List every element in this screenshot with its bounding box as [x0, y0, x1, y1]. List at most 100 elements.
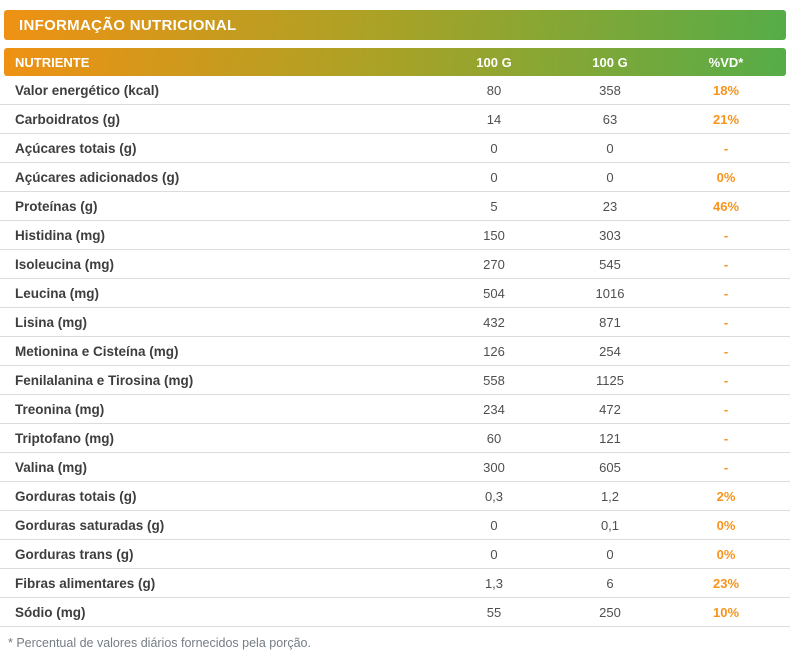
nutrient-label: Gorduras trans (g) — [15, 546, 134, 562]
value-percent-vd: 2% — [716, 488, 736, 504]
value-percent-vd: - — [723, 372, 729, 388]
value-per-100g-first: 270 — [483, 256, 505, 272]
value-per-100g-first: 504 — [483, 285, 505, 301]
value-percent-vd: 10% — [712, 604, 740, 620]
value-percent-vd: 18% — [712, 82, 740, 98]
value-per-100g-first: 5 — [490, 198, 498, 214]
nutrient-label: Lisina (mg) — [15, 314, 88, 330]
value-per-100g-second: 472 — [599, 401, 621, 417]
table-row: Valor energético (kcal) 80 358 18% — [0, 76, 790, 105]
table-row: Açúcares adicionados (g) 0 0 0% — [0, 163, 790, 192]
nutrient-label: Leucina (mg) — [15, 285, 100, 301]
value-per-100g-second: 250 — [599, 604, 621, 620]
table-row: Carboidratos (g) 14 63 21% — [0, 105, 790, 134]
value-per-100g-second: 0,1 — [600, 517, 620, 533]
value-percent-vd: - — [723, 227, 729, 243]
value-per-100g-second: 0 — [606, 140, 614, 156]
value-per-100g-second: 0 — [606, 169, 614, 185]
value-percent-vd: - — [723, 256, 729, 272]
value-per-100g-first: 300 — [483, 459, 505, 475]
value-per-100g-first: 60 — [486, 430, 502, 446]
nutrient-label: Histidina (mg) — [15, 227, 105, 243]
nutrient-label: Triptofano (mg) — [15, 430, 114, 446]
table-row: Gorduras saturadas (g) 0 0,1 0% — [0, 511, 790, 540]
value-per-100g-first: 1,3 — [484, 575, 504, 591]
value-per-100g-second: 1125 — [596, 372, 624, 388]
value-per-100g-second: 63 — [602, 111, 618, 127]
value-per-100g-first: 150 — [483, 227, 505, 243]
value-percent-vd: 23% — [712, 575, 740, 591]
table-row: Lisina (mg) 432 871 - — [0, 308, 790, 337]
table-header-row: NUTRIENTE 100 G 100 G %VD* — [4, 48, 786, 76]
nutrient-label: Açúcares adicionados (g) — [15, 169, 180, 185]
value-percent-vd: - — [723, 430, 729, 446]
nutrient-label: Carboidratos (g) — [15, 111, 121, 127]
value-percent-vd: - — [723, 459, 729, 475]
value-per-100g-second: 871 — [599, 314, 621, 330]
table-row: Fibras alimentares (g) 1,3 6 23% — [0, 569, 790, 598]
value-per-100g-second: 545 — [599, 256, 621, 272]
value-per-100g-first: 0 — [490, 546, 498, 562]
value-per-100g-first: 432 — [483, 314, 505, 330]
nutrient-label: Fibras alimentares (g) — [15, 575, 156, 591]
table-row: Isoleucina (mg) 270 545 - — [0, 250, 790, 279]
table-row: Gorduras totais (g) 0,3 1,2 2% — [0, 482, 790, 511]
nutrient-label: Proteínas (g) — [15, 198, 98, 214]
table-row: Treonina (mg) 234 472 - — [0, 395, 790, 424]
nutrient-label: Isoleucina (mg) — [15, 256, 115, 272]
value-per-100g-second: 303 — [599, 227, 621, 243]
table-row: Sódio (mg) 55 250 10% — [0, 598, 790, 627]
header-100g-first: 100 G — [476, 54, 512, 70]
value-per-100g-second: 6 — [606, 575, 614, 591]
table-row: Valina (mg) 300 605 - — [0, 453, 790, 482]
value-percent-vd: - — [723, 285, 729, 301]
nutrient-label: Metionina e Cisteína (mg) — [15, 343, 179, 359]
value-percent-vd: - — [723, 314, 729, 330]
value-percent-vd: 21% — [712, 111, 740, 127]
value-per-100g-first: 55 — [486, 604, 502, 620]
nutrient-label: Sódio (mg) — [15, 604, 86, 620]
table-row: Metionina e Cisteína (mg) 126 254 - — [0, 337, 790, 366]
value-percent-vd: 46% — [712, 198, 740, 214]
table-row: Histidina (mg) 150 303 - — [0, 221, 790, 250]
value-per-100g-first: 558 — [483, 372, 505, 388]
value-per-100g-second: 23 — [602, 198, 618, 214]
value-per-100g-second: 1,2 — [600, 488, 620, 504]
nutrient-label: Fenilalanina e Tirosina (mg) — [15, 372, 194, 388]
table-row: Gorduras trans (g) 0 0 0% — [0, 540, 790, 569]
value-per-100g-second: 1016 — [595, 285, 625, 301]
footnote: * Percentual de valores diários fornecid… — [8, 636, 311, 650]
nutrient-label: Valina (mg) — [15, 459, 88, 475]
nutrient-label: Treonina (mg) — [15, 401, 105, 417]
nutrient-label: Gorduras totais (g) — [15, 488, 137, 504]
nutrient-label: Valor energético (kcal) — [15, 82, 160, 98]
value-per-100g-first: 0 — [490, 169, 498, 185]
value-per-100g-second: 121 — [599, 430, 621, 446]
page-title: INFORMAÇÃO NUTRICIONAL — [19, 16, 237, 34]
value-per-100g-second: 0 — [606, 546, 614, 562]
table-body: Valor energético (kcal) 80 358 18% Carbo… — [0, 76, 790, 627]
table-row: Leucina (mg) 504 1016 - — [0, 279, 790, 308]
value-per-100g-second: 358 — [599, 82, 621, 98]
value-per-100g-first: 80 — [486, 82, 502, 98]
value-percent-vd: 0% — [716, 169, 736, 185]
table-row: Fenilalanina e Tirosina (mg) 558 1125 - — [0, 366, 790, 395]
header-100g-second: 100 G — [592, 54, 628, 70]
value-per-100g-first: 0,3 — [484, 488, 504, 504]
value-per-100g-second: 254 — [599, 343, 621, 359]
value-percent-vd: - — [723, 140, 729, 156]
value-per-100g-first: 126 — [483, 343, 505, 359]
value-per-100g-first: 234 — [483, 401, 505, 417]
title-bar: INFORMAÇÃO NUTRICIONAL — [4, 10, 786, 40]
value-percent-vd: - — [723, 343, 729, 359]
value-percent-vd: - — [723, 401, 729, 417]
table-row: Triptofano (mg) 60 121 - — [0, 424, 790, 453]
table-row: Açúcares totais (g) 0 0 - — [0, 134, 790, 163]
table-row: Proteínas (g) 5 23 46% — [0, 192, 790, 221]
header-nutrient: NUTRIENTE — [15, 54, 90, 70]
nutrient-label: Açúcares totais (g) — [15, 140, 137, 156]
nutrient-label: Gorduras saturadas (g) — [15, 517, 165, 533]
value-per-100g-first: 0 — [490, 517, 498, 533]
value-percent-vd: 0% — [716, 517, 736, 533]
